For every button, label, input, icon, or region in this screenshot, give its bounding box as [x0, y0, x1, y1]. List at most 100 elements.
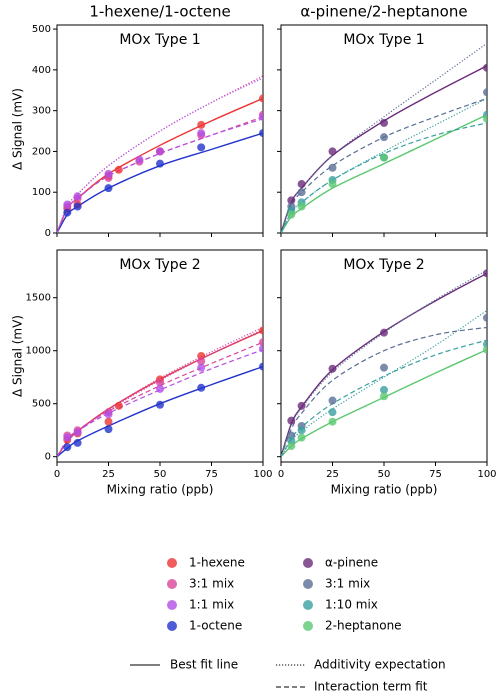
plot-area	[57, 75, 263, 233]
data-point	[104, 410, 113, 419]
x-axis-label: Mixing ratio (ppb)	[107, 483, 214, 497]
data-point	[114, 401, 123, 410]
data-point	[156, 147, 164, 156]
data-point	[328, 408, 337, 417]
data-point	[156, 384, 164, 393]
x-tick-label: 0	[54, 469, 60, 480]
data-point	[104, 425, 113, 434]
data-point	[287, 210, 296, 219]
column-title: α-pinene/2-heptanone	[300, 3, 467, 21]
data-point	[483, 313, 487, 322]
data-point	[328, 163, 337, 172]
data-point	[297, 188, 306, 197]
fit-line	[281, 114, 487, 233]
data-point	[156, 159, 164, 168]
y-tick-label: 0	[45, 452, 51, 463]
data-point	[197, 357, 206, 366]
x-tick-label: 50	[378, 469, 391, 480]
legend-marker	[167, 579, 177, 589]
y-axis-label: Δ Signal (mV)	[11, 315, 25, 397]
data-point	[483, 88, 487, 97]
panel-title: MOx Type 1	[119, 32, 200, 48]
data-point	[104, 169, 113, 178]
data-point	[197, 129, 206, 138]
plot-area	[57, 326, 263, 458]
plot-frame	[280, 249, 488, 463]
data-point	[259, 129, 263, 138]
fit-line	[281, 65, 487, 233]
x-tick-label: 100	[477, 469, 496, 480]
y-axis-label: Δ Signal (mV)	[11, 88, 25, 170]
legend-marker	[167, 621, 177, 631]
data-point	[287, 442, 296, 451]
data-point	[259, 344, 263, 353]
legend-label: 3:1 mix	[189, 577, 234, 591]
legend-label: 2-heptanone	[325, 619, 402, 633]
legend-marker	[303, 600, 313, 610]
data-point	[380, 133, 388, 142]
legend-marker	[303, 579, 313, 589]
legend-label: 3:1 mix	[325, 577, 370, 591]
data-point	[73, 192, 82, 201]
y-tick-label: 1000	[26, 346, 51, 357]
plot-frame	[56, 249, 264, 463]
fit-line	[57, 116, 263, 233]
data-point	[297, 180, 306, 189]
y-tick-label: 100	[32, 187, 51, 198]
legend-marker	[167, 600, 177, 610]
data-point	[483, 269, 487, 278]
data-point	[297, 426, 306, 435]
data-point	[63, 200, 72, 209]
data-point	[197, 383, 206, 392]
x-tick-label: 100	[253, 469, 272, 480]
fit-line	[57, 329, 263, 458]
legend-marker	[303, 558, 313, 568]
legend-marker	[303, 621, 313, 631]
data-point	[259, 326, 263, 335]
legend-label: 1:10 mix	[325, 598, 378, 612]
data-point	[156, 378, 164, 387]
fit-line	[281, 97, 487, 233]
x-tick-label: 75	[429, 469, 442, 480]
data-point	[156, 400, 164, 409]
data-point	[328, 396, 337, 405]
data-point	[135, 155, 144, 164]
data-point	[328, 147, 337, 156]
data-point	[197, 120, 206, 129]
data-point	[259, 94, 263, 103]
data-point	[197, 143, 206, 152]
data-point	[104, 417, 113, 426]
data-point	[259, 362, 263, 371]
y-tick-label: 1500	[26, 293, 51, 304]
fit-line	[57, 341, 263, 458]
plot-area	[281, 42, 487, 233]
data-point	[328, 364, 337, 373]
data-point	[287, 416, 296, 425]
data-point	[104, 184, 113, 193]
data-point	[483, 63, 487, 72]
data-point	[259, 112, 263, 121]
legend-label: 1-hexene	[189, 556, 245, 570]
panel-title: MOx Type 2	[343, 257, 424, 273]
x-tick-label: 25	[326, 469, 339, 480]
x-tick-label: 25	[102, 469, 115, 480]
data-point	[73, 428, 82, 437]
data-point	[297, 401, 306, 410]
data-point	[73, 202, 82, 211]
legend-label: Additivity expectation	[314, 658, 446, 672]
y-tick-label: 0	[45, 228, 51, 239]
data-point	[197, 363, 206, 372]
data-point	[259, 338, 263, 347]
fit-line	[281, 97, 487, 233]
legend-marker	[167, 558, 177, 568]
x-tick-label: 0	[278, 469, 284, 480]
data-point	[380, 363, 388, 372]
data-point	[63, 433, 72, 442]
fit-line	[281, 269, 487, 457]
panel-title: MOx Type 2	[119, 257, 200, 273]
data-point	[483, 345, 487, 354]
data-point	[328, 417, 337, 426]
data-point	[380, 328, 388, 337]
legend-label: Best fit line	[170, 658, 238, 672]
data-point	[380, 385, 388, 394]
